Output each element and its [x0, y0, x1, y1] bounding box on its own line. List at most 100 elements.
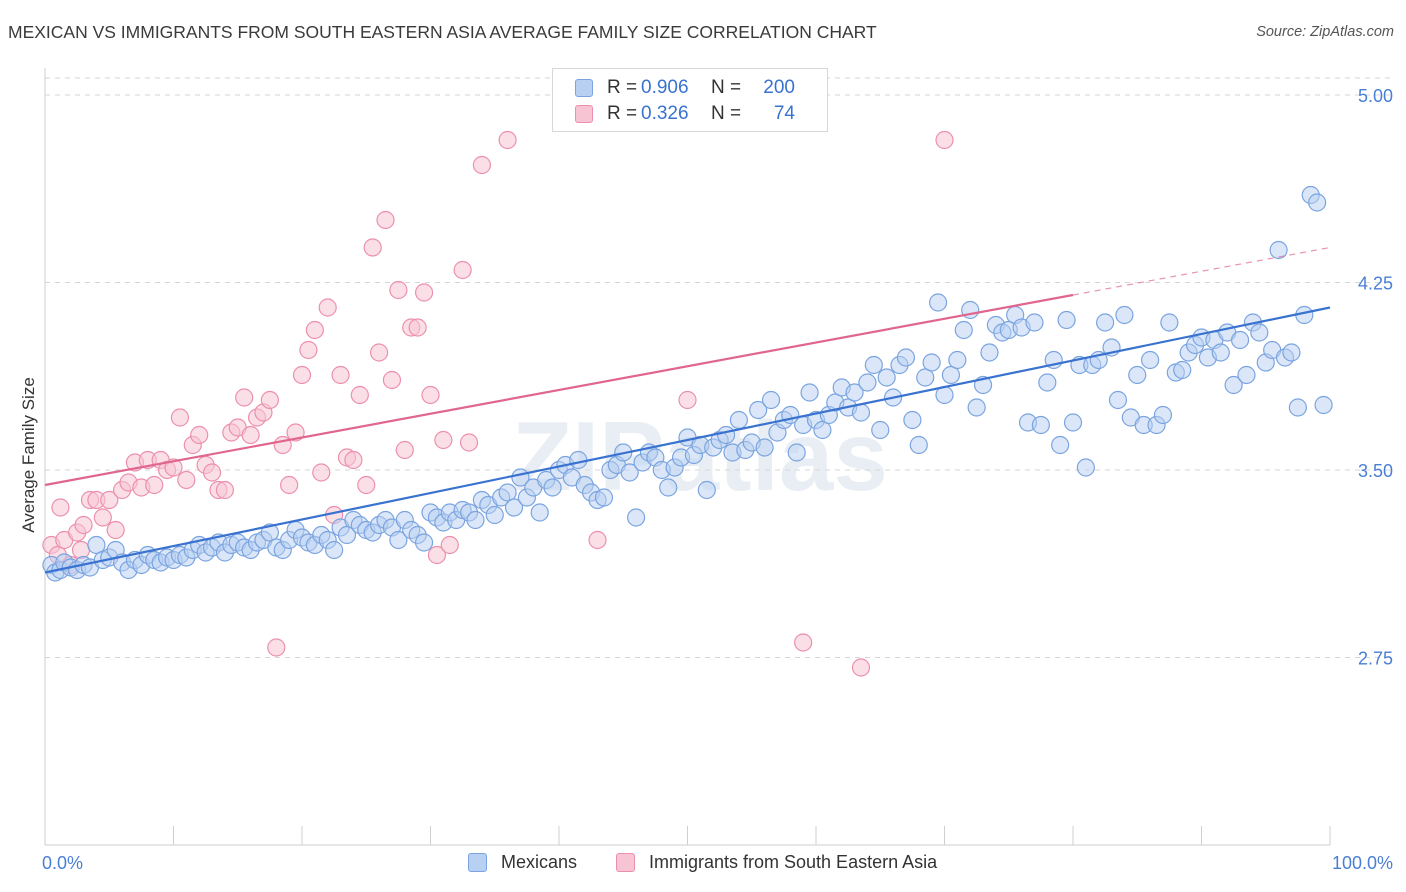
trend-lines: [44, 246, 1331, 574]
blue-point: [1057, 310, 1076, 330]
correlation-legend: R = 0.906 N = 200 R = 0.326 N = 74: [552, 68, 828, 132]
pink-point: [74, 515, 93, 535]
pink-point: [678, 390, 697, 410]
x-tick-label-min: 0.0%: [42, 853, 83, 873]
pink-point: [241, 425, 260, 445]
legend-row-sea: R = 0.326 N = 74: [575, 101, 795, 127]
source-label: Source: ZipAtlas.com: [1256, 24, 1394, 40]
blue-point: [845, 383, 864, 402]
blue-point: [1108, 390, 1128, 410]
pink-point: [427, 545, 447, 565]
blue-point: [800, 383, 819, 402]
blue-point: [594, 488, 614, 507]
blue-point: [569, 450, 588, 470]
blue-point: [337, 525, 357, 545]
blue-point: [1038, 373, 1057, 392]
pink-point: [305, 320, 324, 340]
blue-point: [729, 410, 749, 430]
y-tick-label: 4.25: [1358, 274, 1393, 294]
blue-point: [1140, 350, 1160, 370]
blue-point: [1153, 405, 1173, 425]
x-tick-label-max: 100.0%: [1332, 853, 1393, 873]
pink-point: [935, 130, 954, 150]
n-label: N =: [711, 77, 742, 98]
y-tick-label: 3.50: [1358, 461, 1393, 481]
pink-point: [267, 638, 286, 657]
pink-point: [93, 508, 112, 527]
n-label: N =: [711, 103, 742, 124]
gridlines: [45, 77, 1395, 658]
pink-series-points: [42, 130, 954, 677]
pink-point: [235, 388, 254, 407]
blue-point: [1250, 323, 1269, 342]
blue-point: [1282, 343, 1301, 362]
pink-point: [190, 425, 209, 445]
blue-point: [903, 410, 922, 430]
legend-swatch-blue: [468, 853, 487, 872]
pink-point: [851, 658, 871, 677]
r-value: 0.326: [641, 103, 689, 124]
blue-point: [485, 505, 504, 525]
pink-point: [421, 385, 440, 405]
blue-point: [922, 353, 941, 372]
blue-point: [389, 530, 408, 550]
pink-point: [408, 318, 427, 337]
pink-point: [145, 475, 164, 495]
r-label: R =: [607, 77, 638, 98]
pink-point: [350, 385, 369, 405]
r-value: 0.906: [641, 77, 689, 98]
blue-point: [1076, 458, 1095, 477]
blue-point: [877, 368, 896, 387]
blue-point: [504, 498, 524, 517]
blue-point: [1063, 413, 1083, 432]
pink-point: [395, 440, 414, 460]
blue-point: [1128, 365, 1147, 385]
pink-point: [260, 390, 279, 410]
pink-point: [459, 433, 479, 452]
n-value: 74: [773, 103, 795, 124]
pink-point: [434, 430, 453, 450]
blue-point: [916, 368, 935, 387]
blue-point: [871, 420, 890, 440]
blue-point: [466, 510, 485, 530]
blue-point: [1096, 313, 1115, 332]
blue-point: [755, 438, 774, 457]
blue-point: [909, 435, 928, 455]
series-legend: Mexicans Immigrants from South Eastern A…: [0, 852, 1406, 876]
blue-point: [659, 478, 678, 497]
blue-point: [414, 533, 434, 552]
blue-point: [543, 478, 562, 497]
pink-point: [177, 470, 196, 490]
blue-point: [260, 523, 279, 542]
legend-item-mexicans: Mexicans: [468, 852, 577, 873]
blue-point: [1211, 343, 1230, 362]
blue-point: [980, 343, 999, 362]
tick-labels: 2.75 3.50 4.25 5.00 0.0% 100.0%: [42, 86, 1393, 873]
pink-point: [588, 530, 607, 550]
blue-trend-line: [44, 306, 1331, 574]
pink-point: [299, 340, 318, 360]
pink-point: [170, 408, 190, 427]
blue-point: [1237, 365, 1256, 385]
blue-point: [813, 420, 832, 440]
legend-label-mexicans: Mexicans: [501, 852, 578, 872]
pink-point: [280, 475, 299, 495]
blue-point: [896, 348, 916, 367]
pink-point: [440, 535, 459, 555]
blue-point: [1269, 240, 1288, 260]
y-axis-label: Average Family Size: [19, 377, 38, 533]
blue-point: [620, 463, 639, 482]
pink-point: [202, 463, 222, 482]
blue-point: [761, 390, 781, 410]
blue-series-points: [42, 185, 1333, 582]
blue-point: [87, 535, 106, 555]
blue-point: [967, 398, 986, 417]
pink-point: [215, 480, 234, 500]
y-tick-label: 2.75: [1358, 649, 1393, 669]
legend-swatch-blue: [575, 79, 593, 97]
pink-point: [382, 370, 402, 390]
blue-point: [948, 350, 967, 370]
blue-point: [1160, 313, 1179, 332]
blue-point: [954, 320, 973, 340]
pink-point: [414, 283, 434, 302]
